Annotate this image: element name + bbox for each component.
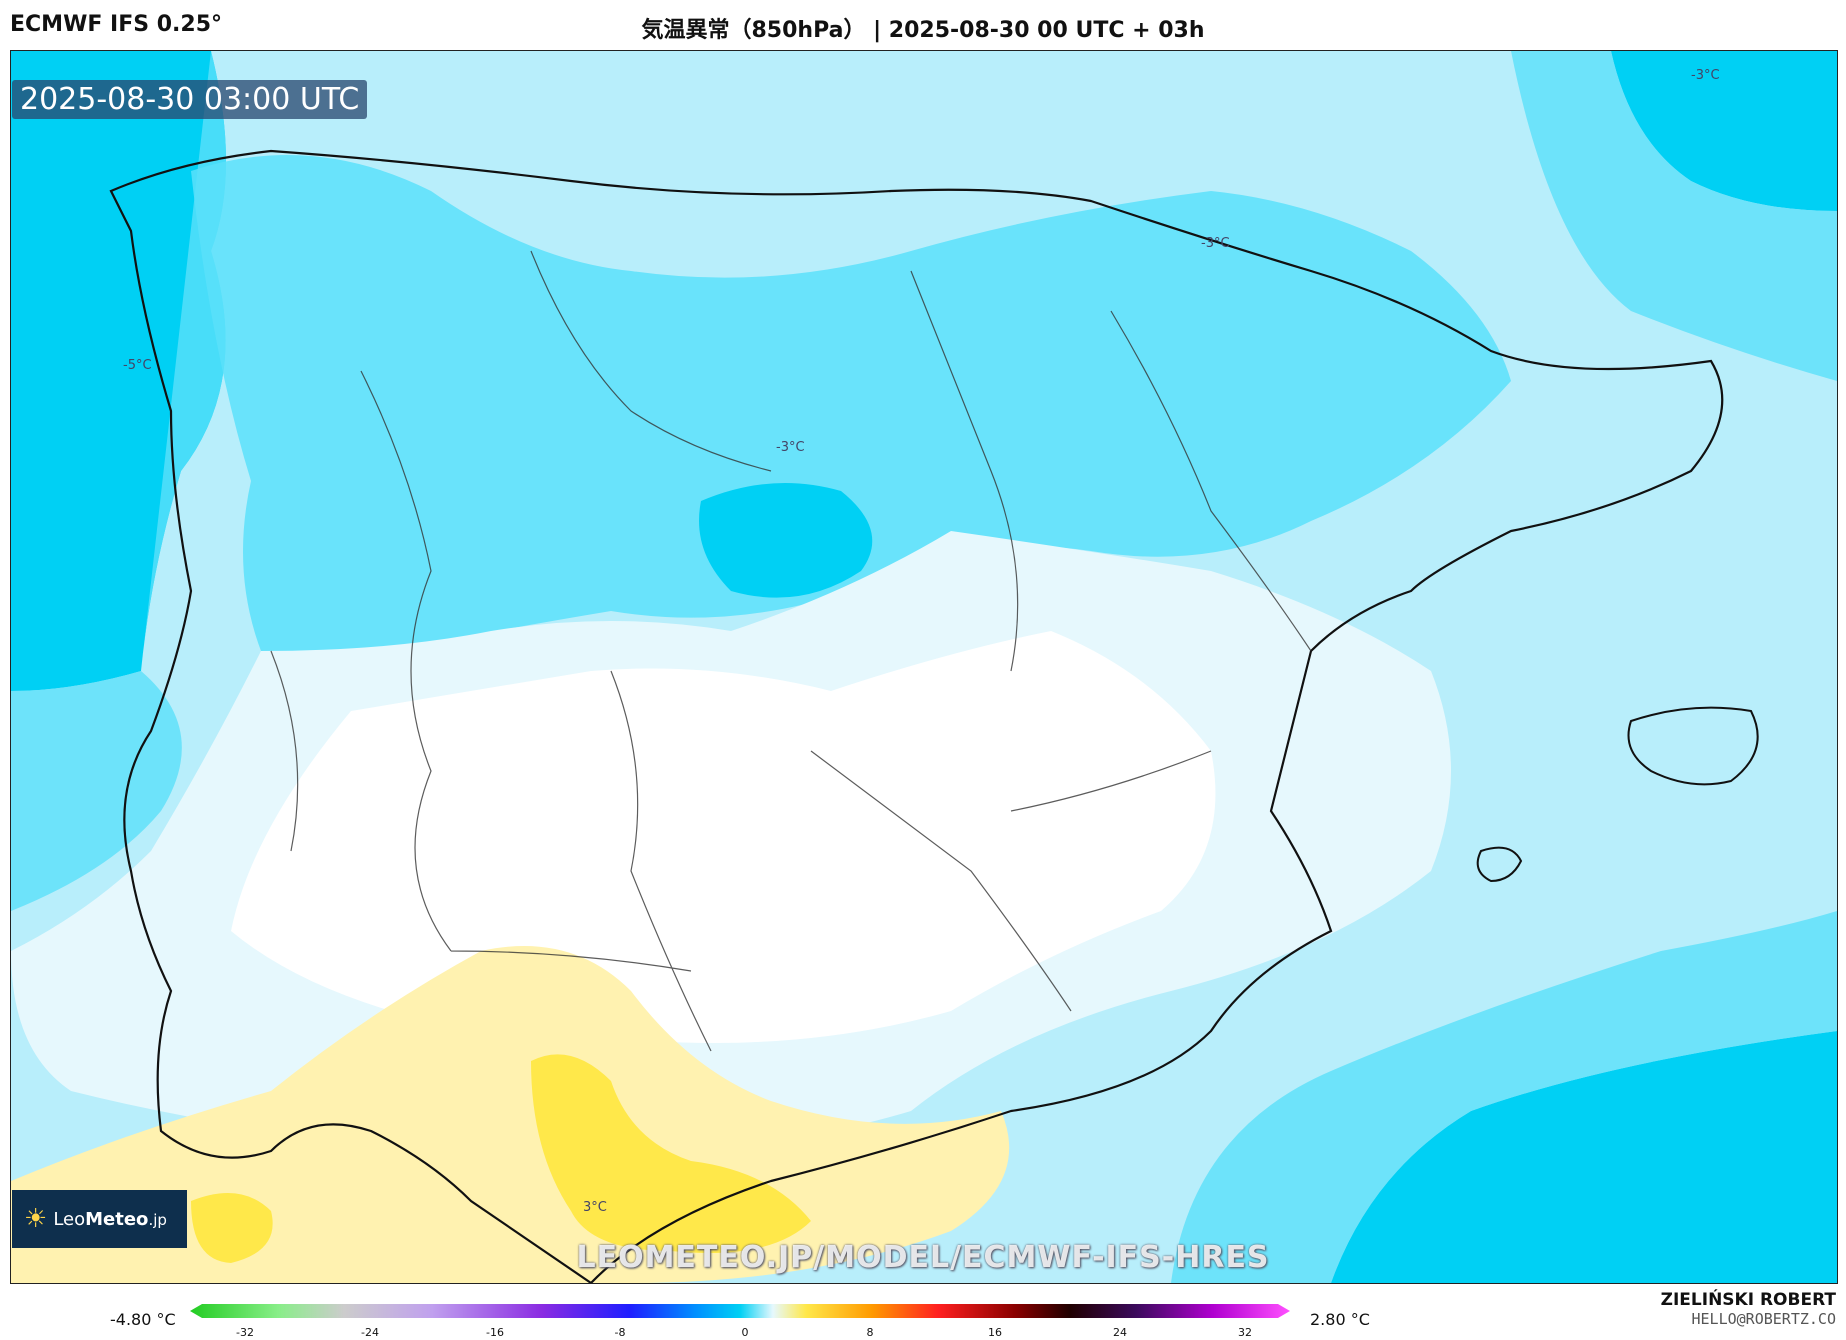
tick-label: 24 xyxy=(1113,1326,1127,1339)
legend-min-value: -4.80 °C xyxy=(110,1310,176,1329)
ibiza-island xyxy=(1476,846,1523,883)
tick-label: 8 xyxy=(866,1326,874,1339)
legend-max-value: 2.80 °C xyxy=(1310,1310,1370,1329)
source-watermark: LEOMETEO.JP/MODEL/ECMWF-IFS-HRES xyxy=(576,1240,1270,1275)
colorbar-ticks: -32 -24 -16 -8 0 8 16 24 32 xyxy=(190,1326,1280,1340)
contour-label-plus3: 3°C xyxy=(583,1200,607,1215)
sun-icon: ☀ xyxy=(24,1204,48,1234)
province-borders xyxy=(270,250,1312,1052)
cold-band-north xyxy=(191,155,1511,656)
author-credit: ZIELIŃSKI ROBERT HELLO@ROBERTZ.CO xyxy=(1661,1290,1836,1328)
temperature-colorbar xyxy=(190,1304,1290,1318)
valid-time-badge: 2025-08-30 03:00 UTC xyxy=(12,80,368,119)
contour-label-minus5: -5°C xyxy=(123,358,152,373)
warm-core-south xyxy=(531,1054,811,1253)
author-name: ZIELIŃSKI ROBERT xyxy=(1660,1290,1836,1310)
map-panel[interactable]: -5°C -3°C -3°C -3°C 3°C xyxy=(10,50,1838,1284)
tick-label: -16 xyxy=(486,1326,504,1339)
contour-label-minus3-central: -3°C xyxy=(776,440,805,455)
temperature-anomaly-map: -5°C -3°C -3°C -3°C 3°C xyxy=(11,51,1837,1283)
cold-anomaly-northeast xyxy=(1611,51,1837,211)
tick-label: -24 xyxy=(361,1326,379,1339)
tick-label: 16 xyxy=(988,1326,1002,1339)
model-label: ECMWF IFS 0.25° xyxy=(10,12,223,37)
mallorca-island xyxy=(1627,706,1759,786)
tick-label: 0 xyxy=(741,1326,749,1339)
map-title: 気温異常（850hPa） | 2025-08-30 00 UTC + 03h xyxy=(641,18,1205,43)
author-email[interactable]: HELLO@ROBERTZ.CO xyxy=(1691,1310,1837,1328)
cold-anomaly-west xyxy=(11,51,226,691)
cold-band-northeast xyxy=(1511,51,1837,381)
iberia-coastline xyxy=(109,149,1724,1283)
contour-label-minus3-northeast: -3°C xyxy=(1691,68,1720,83)
leometeo-logo[interactable]: ☀ LeoMeteo.jp xyxy=(12,1190,187,1248)
cold-anomaly-southeast xyxy=(1331,1031,1837,1283)
cold-band-southeast xyxy=(1171,911,1837,1283)
cold-band-west xyxy=(11,51,226,911)
tick-label: -8 xyxy=(614,1326,626,1339)
cold-core-central xyxy=(699,483,873,598)
zero-anomaly-interior xyxy=(231,631,1216,1043)
logo-text: LeoMeteo.jp xyxy=(53,1208,167,1230)
tick-label: 32 xyxy=(1238,1326,1252,1339)
contour-label-minus3-north: -3°C xyxy=(1201,236,1230,251)
tick-label: -32 xyxy=(236,1326,254,1339)
warm-core-southwest xyxy=(191,1193,273,1263)
